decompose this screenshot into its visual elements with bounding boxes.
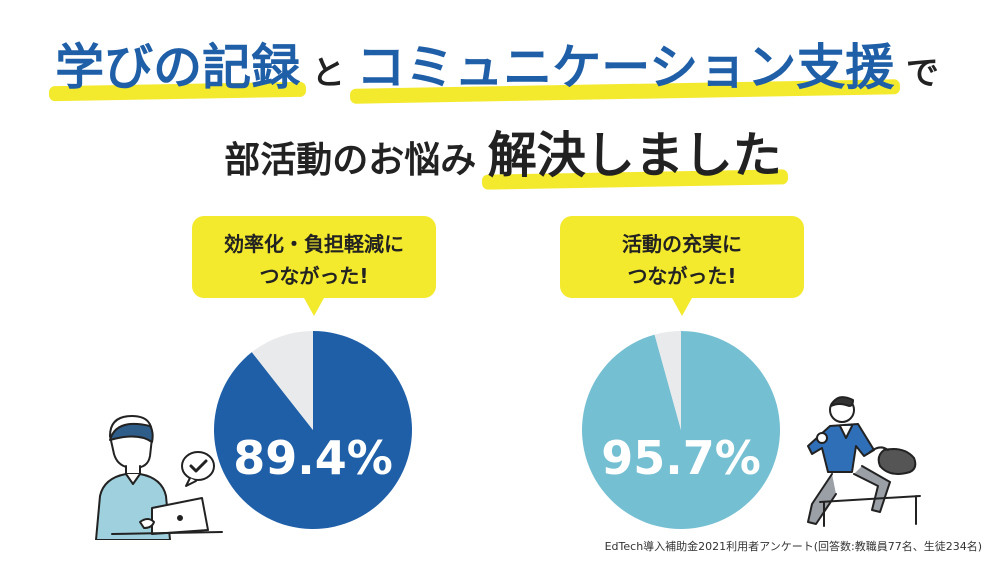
pie-value-label-enrichment: 95.7% bbox=[601, 431, 761, 485]
caption-bubble-enrichment: 活動の充実に つながった! bbox=[560, 216, 804, 316]
pie-chart-efficiency: 89.4% bbox=[214, 331, 412, 529]
caption-bubble-efficiency: 効率化・負担軽減に つながった! bbox=[192, 216, 436, 316]
caption-enrichment-line-2: つながった! bbox=[627, 264, 737, 288]
headline-phrase-learning-record: 学びの記録 bbox=[55, 28, 300, 99]
pie-slice-1-1 bbox=[654, 331, 681, 430]
pie-chart-enrichment: 95.7% bbox=[582, 331, 780, 529]
pie-chart-enrichment-svg bbox=[582, 331, 780, 529]
headline-phrase-solved: 解決しました bbox=[488, 116, 782, 187]
headline-particle-de: で bbox=[905, 53, 939, 92]
headline-line-2: 部活動のお悩み 解決しました bbox=[0, 116, 1000, 187]
student-running-illustration bbox=[807, 396, 921, 527]
caption-efficiency-line-1: 効率化・負担軽減に bbox=[224, 232, 404, 256]
headline-phrase-communication-support: コミュニケーション支援 bbox=[356, 28, 894, 99]
headline-phrase-club-worries: 部活動のお悩み bbox=[224, 140, 477, 181]
teacher-laptop-illustration bbox=[95, 415, 223, 540]
headline-line-1: 学びの記録 と コミュニケーション支援 で bbox=[0, 28, 1000, 99]
pie-chart-efficiency-svg bbox=[214, 331, 412, 529]
survey-footnote: EdTech導入補助金2021利用者アンケート(回答数:教職員77名、生徒234… bbox=[604, 540, 982, 553]
pie-slice-0-1 bbox=[251, 331, 313, 430]
caption-enrichment-line-1: 活動の充実に bbox=[622, 232, 742, 256]
headline-particle-to: と bbox=[311, 53, 345, 92]
pie-value-label-efficiency: 89.4% bbox=[233, 431, 393, 485]
caption-efficiency-line-2: つながった! bbox=[259, 264, 369, 288]
